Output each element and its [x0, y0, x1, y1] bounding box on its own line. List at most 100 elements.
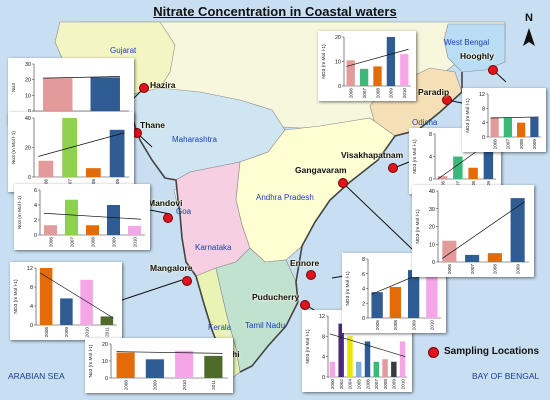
marker-mangalore[interactable]	[182, 276, 192, 286]
y-tick-label: 4	[34, 203, 37, 209]
chart-ennore: NO3 (m Mol l-1) 0 2 4 6 8 2005 2008 2009 2010	[342, 253, 446, 333]
bar	[338, 323, 344, 377]
state-label-andhra-pradesh: Andhra Pradesh	[256, 193, 314, 202]
marker-puducherry[interactable]	[300, 300, 310, 310]
bar	[468, 167, 478, 179]
bar	[39, 268, 53, 325]
chart-svg-hazira: No3010203020062009	[11, 62, 129, 123]
y-tick-label: 2	[362, 301, 365, 307]
bar	[426, 272, 438, 318]
location-label-paradip: Paradip	[418, 87, 450, 97]
y-tick-label: 0	[338, 84, 341, 90]
x-category-label: 2010	[402, 88, 407, 99]
y-tick-label: 20	[102, 342, 108, 348]
y-tick-label: 40	[429, 189, 435, 195]
bar	[400, 54, 409, 86]
x-category-label: 2006	[44, 179, 49, 190]
x-category-label: 2009	[392, 379, 397, 390]
x-category-label: 2005	[357, 379, 362, 390]
y-tick-label: 12	[27, 266, 33, 272]
bar	[407, 270, 420, 318]
location-label-visakhapatnam: Visakhapatnam	[341, 150, 404, 160]
bar	[109, 129, 125, 177]
state-label-gujarat: Gujarat	[110, 46, 137, 55]
x-category-label: 2007	[69, 237, 74, 248]
bar	[100, 316, 114, 325]
marker-mandovi[interactable]	[163, 213, 173, 223]
y-axis-label: NO3 (m Mol l-1)	[321, 44, 327, 79]
state-label-kerala: Kerala	[208, 323, 232, 332]
y-tick-label: 40	[25, 116, 31, 122]
chart-mangalore: NO3 (m Mol l-1) 0 4 8 12 2008 2009 2010 2011	[10, 262, 122, 340]
y-tick-label: 12	[479, 92, 485, 98]
x-category-label: 2008	[519, 139, 524, 150]
x-category-label: 2006	[365, 379, 370, 390]
bar	[503, 118, 512, 137]
bar	[60, 298, 73, 325]
bar	[487, 253, 502, 262]
y-tick-label: 0	[429, 177, 432, 183]
y-tick-label: 4	[322, 355, 325, 361]
bar	[483, 131, 494, 179]
chart-svg-paradip: NO3 (m Mol l-1) 0 4 8 12 2006 2007 2008 2009	[465, 92, 541, 150]
trend-line	[442, 201, 525, 259]
marker-visakhapatnam[interactable]	[388, 163, 398, 173]
y-tick-label: 2	[34, 218, 37, 224]
x-category-label: 2009	[411, 320, 416, 331]
y-tick-label: 0	[432, 260, 435, 266]
y-axis-label: NO3 (m Mol l-1)	[415, 209, 421, 244]
trend-line	[116, 351, 223, 354]
bar	[116, 352, 135, 378]
y-tick-label: 8	[362, 257, 365, 263]
y-tick-label: 4	[482, 121, 485, 127]
trend-line	[329, 333, 406, 358]
chart-svg-gangavaram: NO3 (m Mol l-1) 0 10 20 30 40 2006 2007 2008 2009	[415, 189, 529, 275]
state-label-goa: Goa	[176, 207, 192, 216]
chart-kochi: No3 (m Mol l-1) 0 10 20 2008 2009 2010 2011	[85, 338, 233, 393]
marker-paradip[interactable]	[442, 95, 452, 105]
y-tick-label: 8	[30, 285, 33, 291]
y-tick-label: 6	[34, 188, 37, 194]
x-category-label: 2008	[91, 179, 96, 190]
x-category-label: 2006	[492, 139, 497, 150]
y-axis-label: NO3 (m Mol l-1)	[13, 279, 19, 314]
marker-gangavaram[interactable]	[338, 178, 348, 188]
marker-ennore[interactable]	[306, 270, 316, 280]
state-label-karnataka: Karnataka	[195, 243, 232, 252]
location-label-mangalore: Mangalore	[150, 263, 193, 273]
chart-svg-ennore: NO3 (m Mol l-1) 0 2 4 6 8 2005 2008 2009 2010	[345, 257, 441, 331]
trend-line	[43, 76, 120, 79]
y-axis-label: NO3 (m Mol l-1)	[305, 329, 311, 364]
marker-hooghly[interactable]	[488, 65, 498, 75]
trend-line	[346, 48, 409, 67]
west-bengal-region	[443, 23, 506, 73]
location-label-gangavaram: Gangavaram	[295, 165, 347, 175]
x-category-label: 2006	[349, 88, 354, 99]
y-axis-label: No3	[11, 83, 17, 92]
x-category-label: 2008	[493, 264, 498, 275]
x-category-label: 2005	[375, 320, 380, 331]
y-tick-label: 8	[322, 334, 325, 340]
bar	[38, 160, 54, 177]
sea-label-arabian: ARABIAN SEA	[8, 371, 65, 381]
leader-gangavaram	[342, 182, 413, 250]
legend-label: Sampling Locations	[444, 346, 540, 357]
bar	[43, 78, 73, 111]
y-tick-label: 4	[30, 304, 33, 310]
bar	[359, 68, 369, 86]
trend-line	[490, 116, 539, 119]
y-axis-label: NO3 (m Mol l-1)	[465, 98, 471, 133]
chart-svg-mandovi: No3 (m Mol l-1) 0 2 4 6 2006 2007 2008 2009 2010	[17, 188, 145, 248]
x-category-label: 2009	[111, 237, 116, 248]
y-tick-label: 4	[362, 287, 365, 293]
chart-paradip: NO3 (m Mol l-1) 0 4 8 12 2006 2007 2008 2009	[462, 88, 546, 152]
x-category-label: 2010	[430, 320, 435, 331]
bar	[371, 292, 383, 318]
north-arrow-icon	[523, 28, 535, 46]
marker-hazira[interactable]	[139, 83, 149, 93]
bar	[389, 287, 402, 318]
y-tick-label: 0	[28, 175, 31, 181]
x-category-label: 2009	[115, 179, 120, 190]
bar	[64, 199, 79, 235]
